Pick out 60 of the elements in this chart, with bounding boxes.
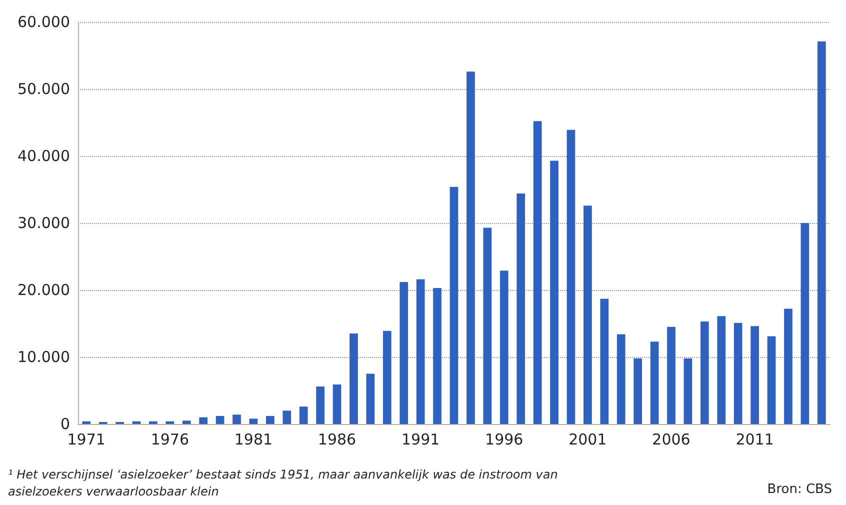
bar bbox=[82, 421, 91, 424]
bar bbox=[500, 270, 508, 424]
bar bbox=[232, 414, 241, 424]
x-tick-label: 2011 bbox=[736, 430, 774, 448]
bar bbox=[684, 358, 692, 424]
bar bbox=[566, 130, 576, 424]
bar bbox=[550, 160, 558, 424]
bar bbox=[800, 223, 810, 424]
bar bbox=[216, 416, 224, 424]
bar bbox=[416, 279, 425, 424]
x-tick-label: 1986 bbox=[318, 430, 356, 448]
bar bbox=[667, 326, 676, 424]
x-tick-label: 1976 bbox=[150, 430, 190, 448]
text: Bron: CBS bbox=[767, 482, 832, 497]
bar bbox=[350, 334, 358, 424]
y-tick-label: 0 bbox=[60, 415, 70, 433]
bar bbox=[382, 330, 392, 424]
bar bbox=[750, 326, 759, 424]
text: ¹ Het verschijnsel ‘asielzoeker’ bestaat sinds 1951, maar aanvankelijk was de instroom van asielzoekers verwaarloosbaar klein bbox=[8, 468, 562, 498]
bar bbox=[616, 334, 626, 424]
bar bbox=[650, 342, 659, 424]
bar bbox=[700, 321, 709, 424]
bar bbox=[450, 186, 458, 424]
bar bbox=[266, 416, 274, 424]
bar bbox=[166, 421, 174, 424]
bar bbox=[400, 282, 408, 424]
x-tick-label: 1981 bbox=[234, 430, 273, 448]
bar bbox=[149, 421, 158, 424]
bar bbox=[767, 336, 776, 424]
bar bbox=[600, 298, 609, 424]
y-tick-label: 50.000 bbox=[18, 80, 70, 98]
bar bbox=[282, 410, 292, 424]
x-tick-label: 1991 bbox=[401, 430, 440, 448]
bar bbox=[516, 194, 526, 424]
bar bbox=[717, 316, 726, 424]
y-tick-label: 10.000 bbox=[18, 348, 70, 366]
bar bbox=[249, 418, 258, 424]
y-tick-label: 30.000 bbox=[18, 214, 70, 232]
bar bbox=[483, 228, 492, 424]
y-tick-label: 40.000 bbox=[18, 147, 70, 165]
bar bbox=[433, 288, 442, 424]
x-tick-label: 2006 bbox=[652, 430, 690, 448]
bar bbox=[466, 72, 475, 424]
bar bbox=[366, 374, 375, 424]
y-tick-label: 60.000 bbox=[18, 13, 70, 31]
bar bbox=[299, 406, 308, 424]
y-tick-label: 20.000 bbox=[18, 281, 70, 299]
bar bbox=[634, 358, 642, 424]
bar bbox=[584, 206, 592, 424]
bar bbox=[332, 384, 342, 424]
bar bbox=[533, 121, 542, 424]
bar bbox=[817, 41, 826, 424]
bar bbox=[199, 417, 208, 424]
bar bbox=[316, 386, 324, 424]
bar bbox=[734, 322, 742, 424]
x-tick-label: 1971 bbox=[67, 430, 106, 448]
x-tick-label: 2001 bbox=[568, 430, 607, 448]
bar bbox=[784, 308, 792, 424]
bar bbox=[182, 420, 191, 424]
x-tick-label: 1996 bbox=[485, 430, 524, 448]
